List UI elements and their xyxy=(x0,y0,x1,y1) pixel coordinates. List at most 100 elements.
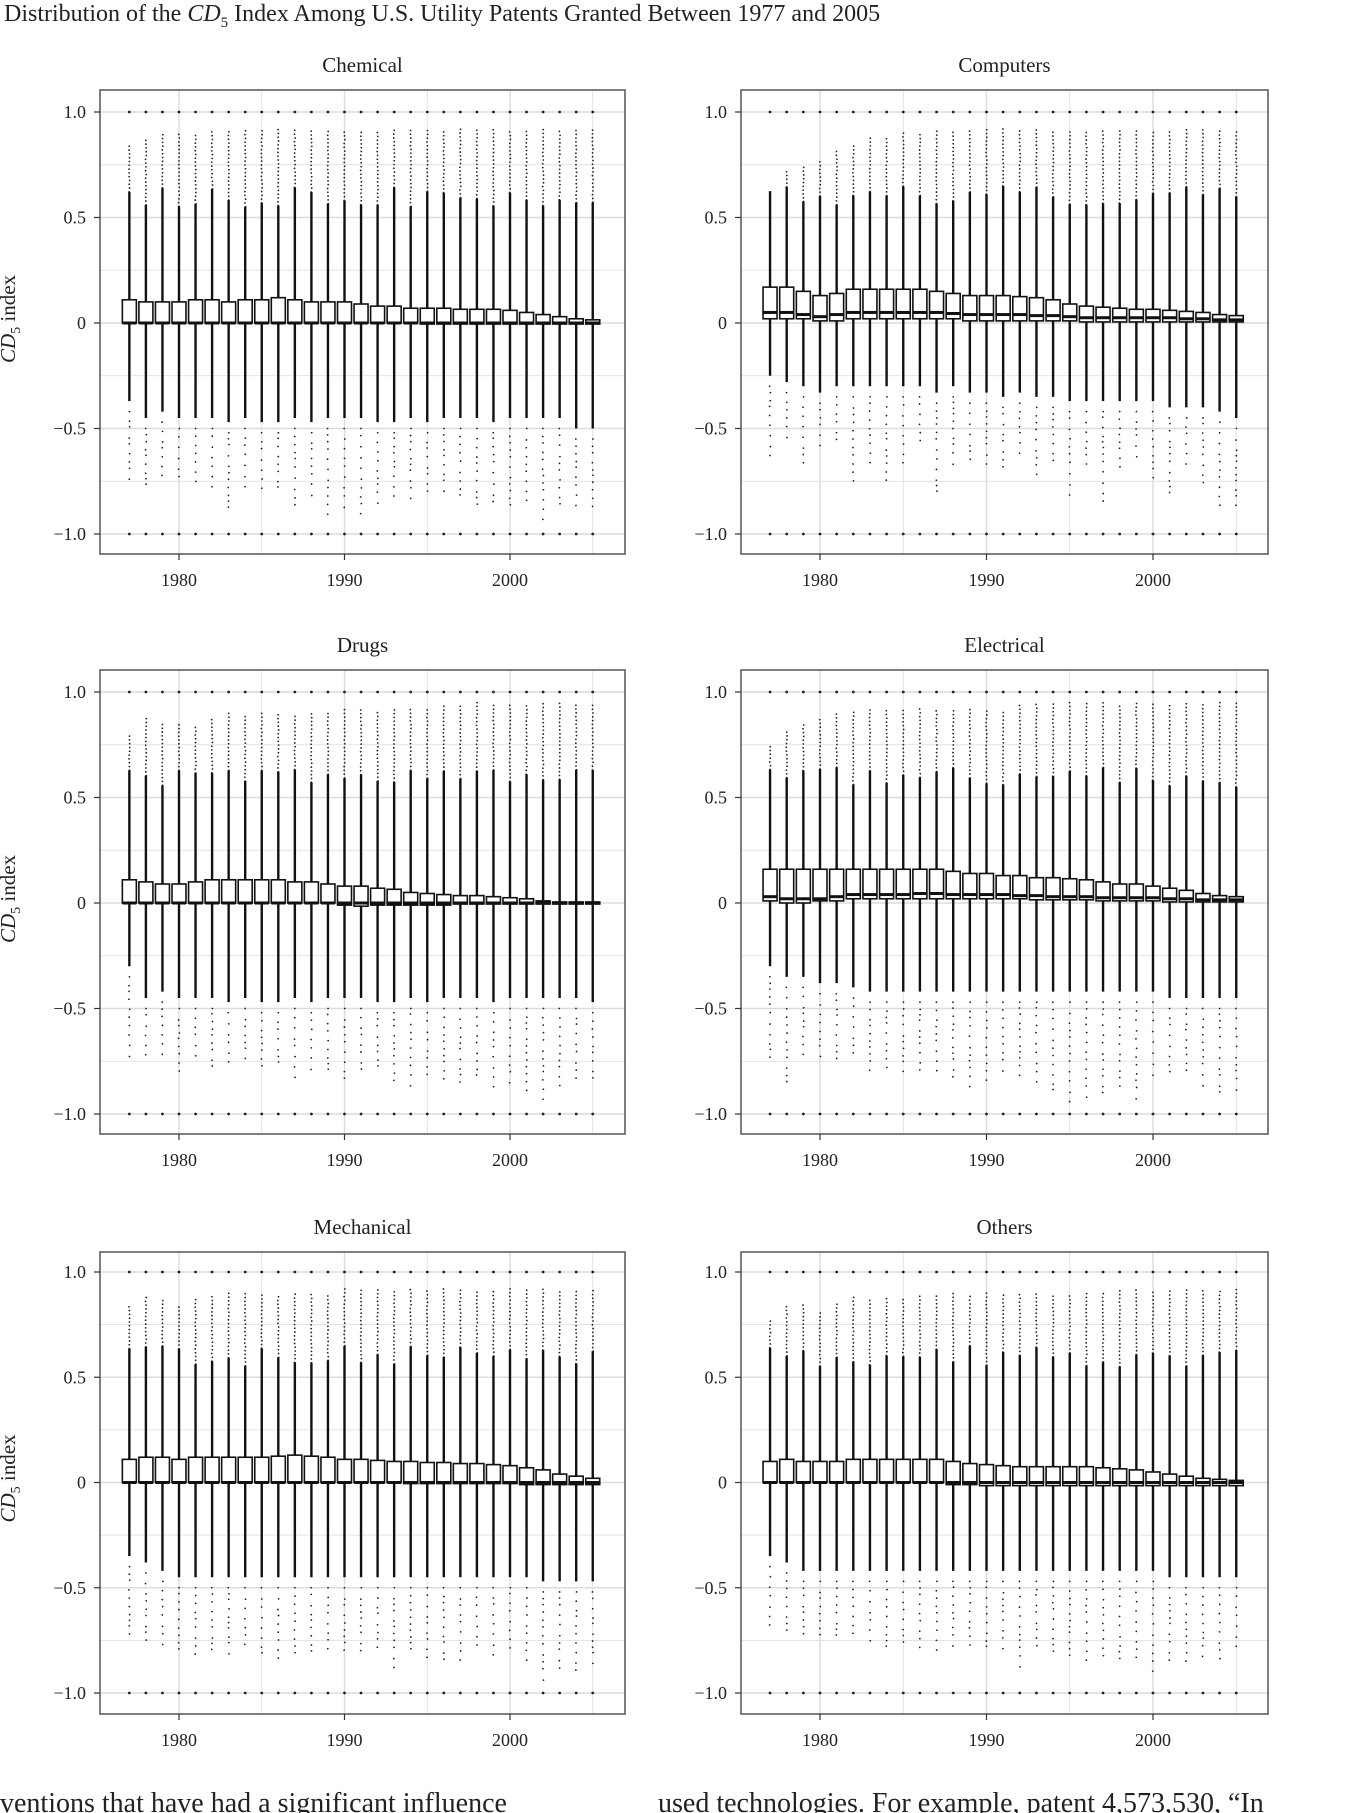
outlier-point xyxy=(359,158,362,160)
outlier-point xyxy=(310,1308,313,1311)
outlier-point xyxy=(819,733,822,736)
outlier-point xyxy=(426,765,429,768)
outlier-point xyxy=(326,1622,329,1625)
outlier-point xyxy=(851,690,855,694)
outlier-point xyxy=(343,773,346,776)
outlier-point xyxy=(1201,474,1204,477)
outlier-point xyxy=(492,174,495,177)
outlier-point xyxy=(194,1617,197,1620)
outlier-point xyxy=(1168,690,1172,694)
outlier-point xyxy=(952,1046,954,1049)
outlier-point xyxy=(786,735,788,737)
outlier-point xyxy=(575,734,578,737)
outlier-point xyxy=(509,146,511,148)
outlier-point xyxy=(178,739,180,741)
outlier-point xyxy=(128,1324,131,1327)
outlier-point xyxy=(144,181,147,183)
outlier-point xyxy=(969,1046,971,1049)
outlier-point xyxy=(326,495,329,497)
box-iqr xyxy=(171,883,187,904)
outlier-point xyxy=(952,759,955,762)
outlier-point xyxy=(951,110,955,114)
outlier-point xyxy=(968,149,971,152)
outlier-point xyxy=(459,1342,462,1345)
outlier-point xyxy=(178,175,181,177)
outlier-point xyxy=(376,1311,379,1314)
boxplot-1986 xyxy=(912,690,928,1116)
outlier-point xyxy=(127,110,131,114)
outlier-point xyxy=(1235,721,1238,724)
x-tick-label: 2000 xyxy=(1135,570,1171,590)
outlier-point xyxy=(1118,1034,1121,1037)
outlier-point xyxy=(360,146,363,149)
outlier-point xyxy=(260,1646,263,1649)
outlier-point xyxy=(835,188,838,191)
outlier-point xyxy=(1185,756,1187,758)
outlier-point xyxy=(360,1062,363,1064)
boxplot-1997 xyxy=(452,690,469,1116)
outlier-point xyxy=(492,1317,495,1320)
outlier-point xyxy=(1035,167,1038,169)
outlier-point xyxy=(852,772,855,775)
outlier-point xyxy=(393,1340,395,1343)
box-iqr xyxy=(237,298,253,324)
boxplot-1986 xyxy=(270,1270,287,1695)
outlier-point xyxy=(343,690,346,694)
outlier-point xyxy=(869,434,871,436)
outlier-point xyxy=(177,1627,180,1630)
outlier-point xyxy=(294,1620,297,1623)
outlier-point xyxy=(885,724,888,727)
boxplot-1995 xyxy=(419,110,436,536)
outlier-point xyxy=(558,1351,561,1354)
y-tick-label: 0.5 xyxy=(705,208,728,228)
outlier-point xyxy=(492,719,495,722)
outlier-point xyxy=(1168,172,1171,175)
outlier-point xyxy=(1119,743,1121,746)
outlier-point xyxy=(310,1339,312,1341)
outlier-point xyxy=(985,442,988,445)
outlier-point xyxy=(128,1317,131,1320)
boxplot-1997 xyxy=(452,1270,469,1695)
outlier-point xyxy=(1052,1054,1054,1057)
outlier-point xyxy=(425,1290,428,1292)
outlier-point xyxy=(476,1052,479,1055)
outlier-point xyxy=(1218,770,1221,772)
box-iqr xyxy=(138,301,154,324)
outlier-point xyxy=(935,194,938,197)
outlier-point xyxy=(144,729,147,731)
outlier-point xyxy=(194,183,197,186)
outlier-point xyxy=(1069,713,1072,715)
outlier-point xyxy=(194,1007,197,1010)
outlier-point xyxy=(1085,199,1088,202)
outlier-point xyxy=(492,731,495,733)
boxplot-1977 xyxy=(762,110,778,536)
outlier-point xyxy=(459,1058,462,1061)
outlier-point xyxy=(902,770,905,773)
outlier-point xyxy=(1101,153,1104,155)
outlier-point xyxy=(819,423,822,426)
outlier-point xyxy=(261,171,263,174)
outlier-point xyxy=(525,480,528,483)
outlier-point xyxy=(177,1045,180,1048)
outlier-point xyxy=(1135,137,1138,140)
outlier-point xyxy=(228,1652,230,1655)
outlier-point xyxy=(935,153,938,155)
outlier-point xyxy=(211,764,214,767)
outlier-point xyxy=(227,754,230,757)
outlier-point xyxy=(459,1036,462,1039)
outlier-point xyxy=(227,454,230,457)
outlier-point xyxy=(835,732,838,735)
outlier-point xyxy=(244,1296,247,1299)
outlier-point xyxy=(360,478,363,481)
outlier-point xyxy=(1235,778,1237,781)
outlier-point xyxy=(541,185,544,188)
outlier-point xyxy=(211,1034,213,1036)
outlier-point xyxy=(542,442,545,444)
outlier-point xyxy=(161,1008,164,1011)
outlier-point xyxy=(459,162,462,165)
outlier-point xyxy=(178,1332,181,1335)
outlier-point xyxy=(410,175,412,177)
outlier-point xyxy=(1102,134,1104,136)
outlier-point xyxy=(360,196,363,198)
outlier-point xyxy=(442,150,445,152)
